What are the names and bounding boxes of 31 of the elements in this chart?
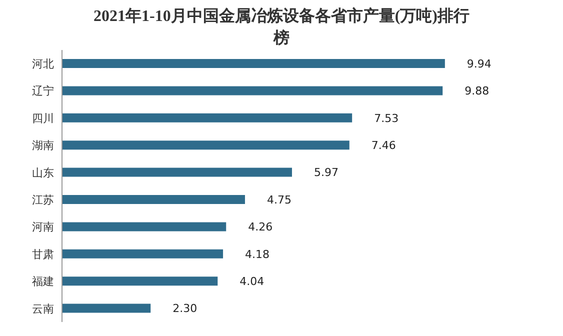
- y-tick-label: 四川: [32, 112, 54, 125]
- y-tick-label: 河南: [32, 220, 54, 234]
- data-label: 7.53: [374, 112, 399, 125]
- y-tick-label: 辽宁: [32, 84, 54, 98]
- y-tick-label: 河北: [32, 58, 54, 71]
- bar: [62, 168, 292, 177]
- data-label: 4.18: [245, 248, 270, 261]
- bar: [62, 195, 245, 204]
- y-tick-label: 山东: [32, 166, 54, 180]
- data-label: 5.97: [314, 166, 338, 180]
- bar: [62, 222, 226, 232]
- y-tick-label: 江苏: [32, 194, 54, 207]
- data-label: 4.04: [240, 275, 264, 288]
- data-label: 7.46: [371, 139, 396, 152]
- data-label: 2.30: [172, 302, 198, 316]
- bar: [62, 249, 224, 258]
- chart-title: 2021年1-10月中国金属冶炼设备各省市产量(万吨)排行榜: [92, 6, 470, 49]
- bar: [62, 59, 445, 68]
- bar: [62, 113, 352, 122]
- y-tick-label: 福建: [32, 275, 54, 288]
- bar: [62, 276, 218, 286]
- y-tick-label: 云南: [32, 302, 54, 316]
- bar: [62, 304, 151, 313]
- data-label: 4.75: [266, 193, 292, 206]
- data-label: 4.26: [248, 220, 273, 234]
- bar: [62, 140, 350, 150]
- y-tick-label: 甘肃: [32, 248, 54, 261]
- data-label: 9.94: [466, 57, 492, 70]
- bar: [62, 86, 443, 96]
- data-label: 9.88: [464, 84, 490, 98]
- y-tick-label: 湖南: [32, 139, 54, 152]
